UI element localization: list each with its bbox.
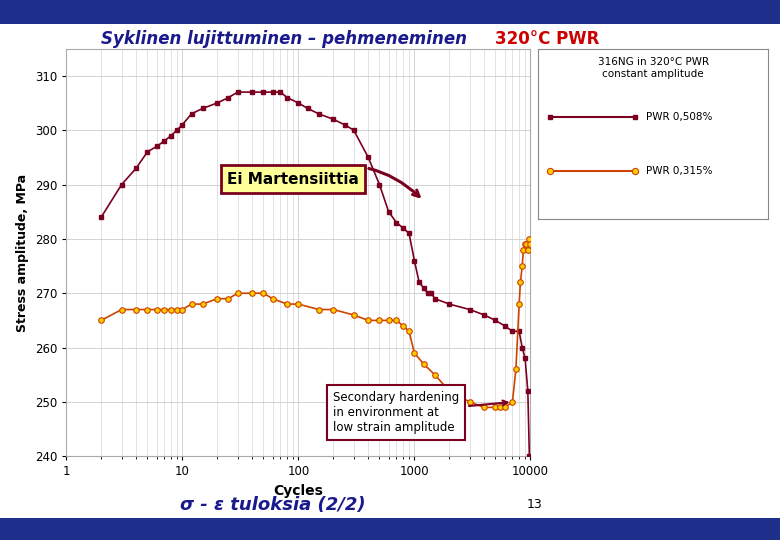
Text: 316NG in 320°C PWR
constant amplitude: 316NG in 320°C PWR constant amplitude [597, 57, 709, 79]
Text: Secondary hardening
in environment at
low strain amplitude: Secondary hardening in environment at lo… [333, 392, 507, 434]
Text: σ - ε tuloksia (2/2): σ - ε tuloksia (2/2) [180, 496, 366, 514]
X-axis label: Cycles: Cycles [274, 484, 323, 498]
Text: 320°C PWR: 320°C PWR [495, 30, 600, 48]
Text: PWR 0,508%: PWR 0,508% [647, 112, 713, 122]
Text: Ei Martensiittia: Ei Martensiittia [227, 168, 419, 197]
Text: Syklinen lujittuminen – pehmeneminen: Syklinen lujittuminen – pehmeneminen [101, 30, 467, 48]
Text: PWR 0,315%: PWR 0,315% [647, 166, 713, 176]
Y-axis label: Stress amplitude, MPa: Stress amplitude, MPa [16, 173, 30, 332]
Text: 13: 13 [526, 498, 542, 511]
